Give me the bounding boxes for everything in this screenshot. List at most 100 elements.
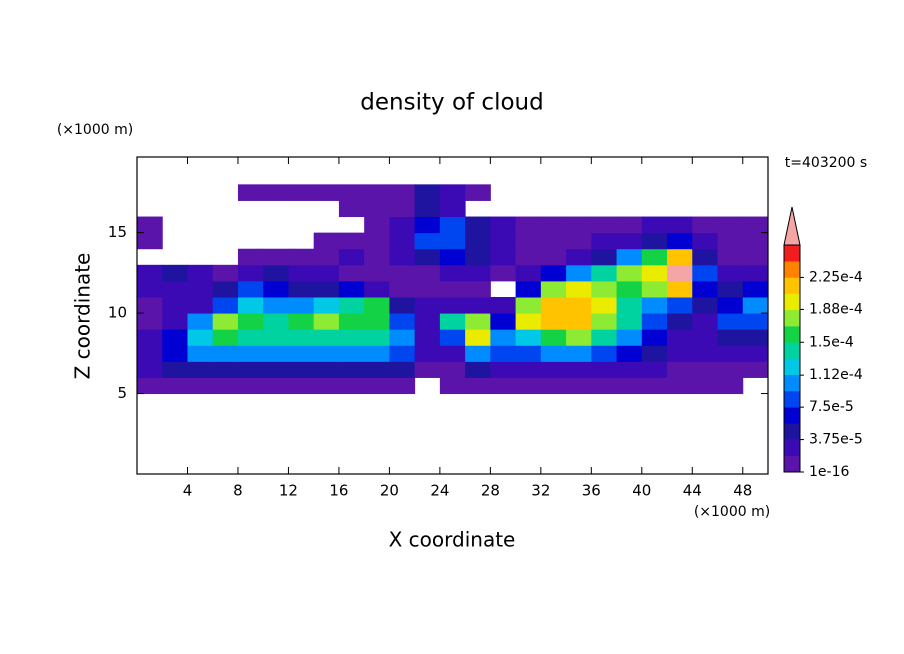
contour-cell [162,345,188,362]
contour-cell [515,345,542,362]
contour-cell [439,345,466,362]
x-tick-label: 12 [279,482,298,500]
colorbar-band [784,390,800,408]
colorbar-label: 1.88e-4 [809,301,863,317]
contour-cell [540,313,567,330]
x-tick-label: 24 [430,482,449,500]
contour-cell [566,345,592,362]
contour-cell [667,248,693,266]
contour-cell [490,329,517,346]
contour-cell [263,248,289,266]
contour-cell [263,361,289,378]
contour-cell [288,329,315,346]
colorbar-band [784,277,800,294]
contour-cell [288,313,315,330]
contour-cell [717,377,744,395]
contour-cell [414,329,441,346]
contour-cell [364,296,390,314]
contour-cell [212,313,239,330]
contour-cell [566,232,592,250]
contour-cell [187,361,214,378]
contour-cell [237,345,264,362]
contour-cell [717,248,744,266]
contour-cell [742,264,769,282]
contour-cell [389,264,416,282]
contour-cell [616,216,643,234]
colorbar-frame [783,244,801,473]
contour-cell [591,329,618,346]
contour-cell [212,280,239,298]
contour-cell [313,184,340,201]
contour-cell [212,361,239,378]
contour-cell [515,313,542,330]
contour-cell [692,232,719,250]
y-unit: (×1000 m) [57,122,133,138]
contour-cell [187,329,214,346]
contour-cell [667,280,693,298]
contour-cell [641,296,668,314]
contour-cell [717,232,744,250]
contour-cell [742,280,769,298]
contour-cell [389,184,416,201]
colorbar-label: 2.25e-4 [809,269,863,285]
contour-cell [162,329,188,346]
contour-cell [364,232,390,250]
contour-cell [414,280,441,298]
contour-cell [263,280,289,298]
contour-cell [338,264,365,282]
contour-cell [566,377,592,395]
contour-cell [439,216,466,234]
contour-cell [515,232,542,250]
x-tick-label: 8 [233,482,243,500]
x-tick-label: 40 [632,482,651,500]
contour-cell [389,361,416,378]
contour-cell [667,329,693,346]
contour-cell [313,264,340,282]
contour-cell [692,296,719,314]
contour-cell [490,377,517,395]
contour-cell [364,200,390,218]
colorbar-band [784,407,800,424]
contour-cell [641,345,668,362]
contour-cell [187,313,214,330]
contour-cell [566,248,592,266]
contour-cell [137,216,163,234]
contour-cell [389,313,416,330]
contour-cell [439,184,466,201]
contour-cell [212,296,239,314]
colorbar-band [784,342,800,359]
contour-cell [439,296,466,314]
contour-cell [616,248,643,266]
contour-cell [288,248,315,266]
contour-cell [439,248,466,266]
contour-cell [717,216,744,234]
contour-cell [162,377,188,395]
contour-cell [641,248,668,266]
contour-cell [566,296,592,314]
contour-cell [237,296,264,314]
contour-cell [364,248,390,266]
contour-cell [338,296,365,314]
contour-cell [717,361,744,378]
contour-cell [137,280,163,298]
contour-cell [667,264,693,282]
contour-cell [490,264,517,282]
contour-cell [540,280,567,298]
contour-cell [414,264,441,282]
contour-cell [641,232,668,250]
contour-cell [540,264,567,282]
contour-cell [515,280,542,298]
contour-cell [237,313,264,330]
contour-cell [364,361,390,378]
contour-cell [364,280,390,298]
contour-cell [263,313,289,330]
contour-cell [667,377,693,395]
contour-cell [187,377,214,395]
contour-field [137,184,769,395]
contour-cell [515,216,542,234]
contour-cell [591,345,618,362]
contour-cell [364,184,390,201]
contour-cell [313,377,340,395]
contour-cell [364,313,390,330]
contour-cell [439,232,466,250]
